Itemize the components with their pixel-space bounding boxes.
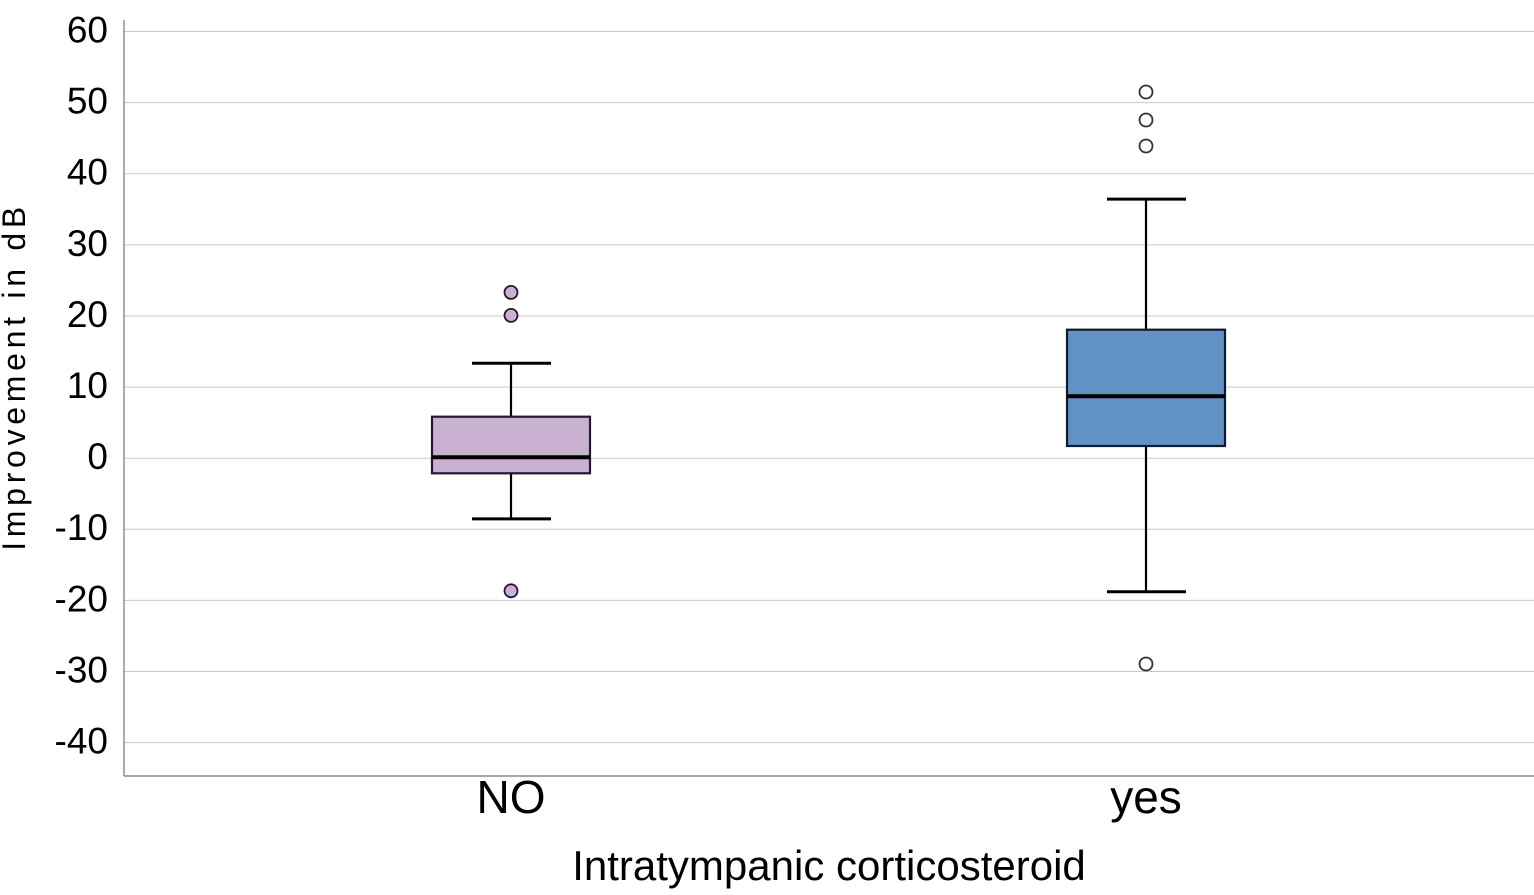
svg-text:40: 40: [67, 152, 108, 193]
svg-text:-40: -40: [55, 721, 108, 762]
svg-text:0: 0: [87, 436, 108, 477]
svg-text:20: 20: [67, 294, 108, 335]
svg-text:NO: NO: [477, 771, 546, 823]
svg-text:-20: -20: [55, 578, 108, 619]
svg-text:-30: -30: [55, 649, 108, 690]
svg-text:60: 60: [67, 10, 108, 51]
svg-text:Intratympanic corticosteroid: Intratympanic corticosteroid: [572, 842, 1086, 889]
svg-text:-10: -10: [55, 507, 108, 548]
svg-text:30: 30: [67, 223, 108, 264]
svg-text:10: 10: [67, 365, 108, 406]
svg-text:Improvement in dB: Improvement in dB: [0, 207, 32, 551]
svg-text:yes: yes: [1110, 771, 1182, 823]
svg-text:50: 50: [67, 81, 108, 122]
